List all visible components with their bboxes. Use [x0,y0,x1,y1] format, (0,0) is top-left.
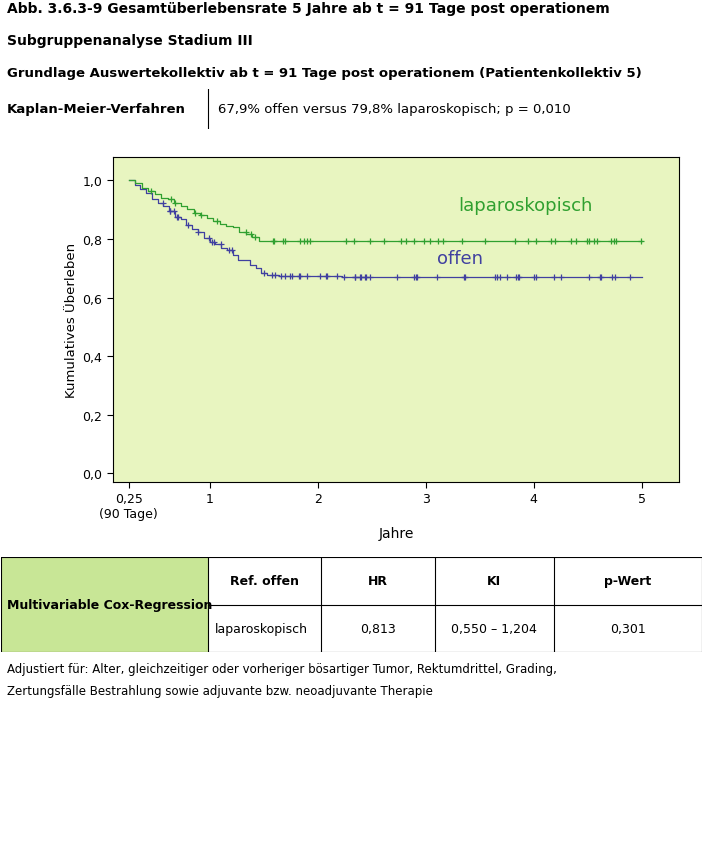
Text: Multivariable Cox-Regression: Multivariable Cox-Regression [6,598,212,612]
Text: Kaplan-Meier-Verfahren: Kaplan-Meier-Verfahren [6,103,185,116]
Text: laparoskopisch: laparoskopisch [215,622,307,635]
Text: Ref. offen: Ref. offen [230,575,299,588]
Text: 0,550 – 1,204: 0,550 – 1,204 [451,622,537,635]
Text: Zertungsfälle Bestrahlung sowie adjuvante bzw. neoadjuvante Therapie: Zertungsfälle Bestrahlung sowie adjuvant… [6,685,432,698]
Text: laparoskopisch: laparoskopisch [458,197,592,215]
Text: Subgruppenanalyse Stadium III: Subgruppenanalyse Stadium III [6,33,252,48]
Text: p-Wert: p-Wert [604,575,651,588]
Y-axis label: Kumulatives Überleben: Kumulatives Überleben [65,242,78,397]
X-axis label: Jahre: Jahre [378,526,413,540]
Text: Abb. 3.6.3-9 Gesamtüberlebensrate 5 Jahre ab t = 91 Tage post operationem: Abb. 3.6.3-9 Gesamtüberlebensrate 5 Jahr… [6,3,609,16]
Text: 0,813: 0,813 [360,622,396,635]
Text: HR: HR [369,575,388,588]
Bar [1,557,208,653]
Text: 67,9% offen versus 79,8% laparoskopisch; p = 0,010: 67,9% offen versus 79,8% laparoskopisch;… [218,103,571,116]
Text: KI: KI [487,575,501,588]
Text: offen: offen [437,250,482,268]
Text: Grundlage Auswertekollektiv ab t = 91 Tage post operationem (Patientenkollektiv : Grundlage Auswertekollektiv ab t = 91 Ta… [6,67,642,80]
Text: Adjustiert für: Alter, gleichzeitiger oder vorheriger bösartiger Tumor, Rektumdr: Adjustiert für: Alter, gleichzeitiger od… [6,662,557,676]
Text: 0,301: 0,301 [610,622,646,635]
